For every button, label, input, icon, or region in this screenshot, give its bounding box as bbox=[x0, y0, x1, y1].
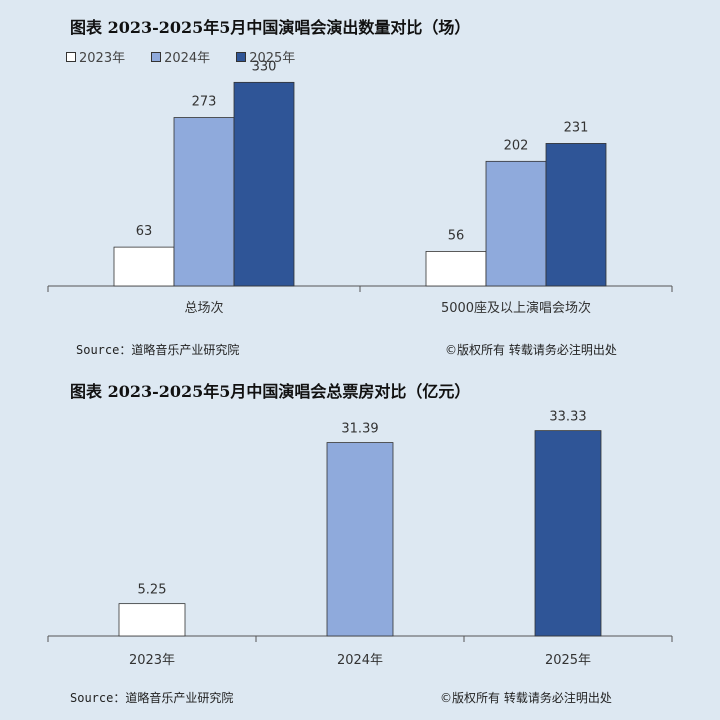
data-label: 33.33 bbox=[549, 410, 586, 425]
data-label: 56 bbox=[448, 228, 465, 243]
chart-panel-concert-count: 图表 2023-2025年5月中国演唱会演出数量对比（场） 2023年 2024… bbox=[47, 18, 673, 357]
data-label: 63 bbox=[136, 224, 153, 239]
data-label: 31.39 bbox=[341, 422, 378, 437]
legend-swatch-2024 bbox=[151, 51, 162, 62]
copyright-note: ©版权所有 转载请务必注明出处 bbox=[445, 343, 617, 357]
legend: 2023年 2024年 2025年 bbox=[66, 47, 295, 66]
x-tick-label: 5000座及以上演唱会场次 bbox=[441, 300, 591, 316]
legend-label-2025: 2025年 bbox=[249, 51, 296, 66]
legend-item-2023: 2023年 bbox=[66, 47, 125, 66]
legend-label-2024: 2024年 bbox=[164, 51, 211, 66]
x-tick-label: 2023年 bbox=[129, 653, 175, 668]
data-label: 202 bbox=[504, 138, 529, 153]
legend-swatch-2023 bbox=[66, 51, 76, 62]
source-note: Source：道略音乐产业研究院 bbox=[76, 343, 240, 357]
x-tick-label: 2025年 bbox=[545, 653, 591, 668]
bar-2025年 bbox=[534, 430, 602, 637]
legend-item-2025: 2025年 bbox=[236, 47, 295, 66]
chart-concert-count-plot: 63 273 330 总场次 56 202 231 5000座及以上演唱会场次 bbox=[47, 59, 673, 316]
bar-2025年-0 bbox=[233, 81, 295, 287]
bar-2023年 bbox=[118, 603, 186, 637]
legend-swatch-2025 bbox=[236, 51, 247, 62]
source-note: Source：道略音乐产业研究院 bbox=[70, 691, 234, 705]
legend-item-2024: 2024年 bbox=[151, 47, 210, 66]
bar-2024年-0 bbox=[173, 117, 235, 287]
bar-2024年 bbox=[326, 442, 394, 637]
x-tick-label: 2024年 bbox=[337, 653, 383, 668]
data-label: 330 bbox=[252, 59, 277, 74]
chart-title: 图表 2023-2025年5月中国演唱会总票房对比（亿元） bbox=[70, 382, 471, 401]
data-label: 273 bbox=[192, 95, 217, 110]
data-label: 5.25 bbox=[138, 583, 167, 598]
x-tick-label: 总场次 bbox=[184, 300, 223, 316]
chart-box-office-plot: 5.25 2023年 31.39 2024年 33.33 2025年 bbox=[47, 410, 673, 668]
copyright-note: ©版权所有 转载请务必注明出处 bbox=[440, 691, 612, 705]
bar-2024年-1 bbox=[485, 160, 547, 287]
chart-panel-box-office: 图表 2023-2025年5月中国演唱会总票房对比（亿元） 5.25 2023年 3… bbox=[0, 365, 720, 720]
data-label: 231 bbox=[564, 120, 589, 135]
bar-2023年-1 bbox=[425, 251, 487, 287]
bar-2023年-0 bbox=[113, 246, 175, 287]
chart-title: 图表 2023-2025年5月中国演唱会演出数量对比（场） bbox=[70, 18, 471, 37]
bar-2025年-1 bbox=[545, 143, 607, 287]
legend-label-2023: 2023年 bbox=[79, 51, 126, 66]
